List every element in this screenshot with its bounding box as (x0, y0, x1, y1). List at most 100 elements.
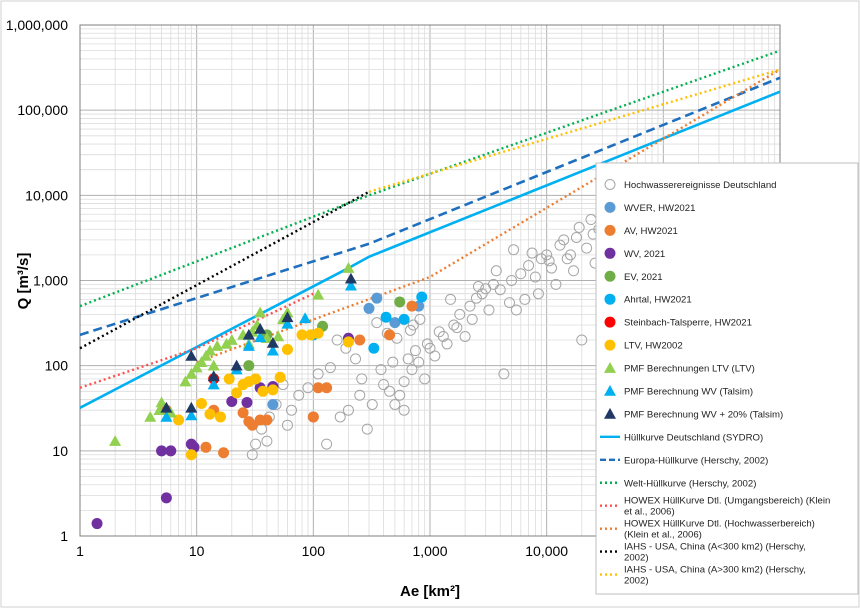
point-ltv-hw2002 (250, 373, 262, 385)
y-tick-label: 1 (60, 528, 68, 544)
point-hochwasserereignisse-deutschland (472, 281, 484, 293)
point-wver-hw2021 (371, 292, 383, 304)
point-ltv-hw2002 (257, 385, 269, 397)
point-pmf-berechnungen-ltv-ltv (190, 361, 203, 373)
point-hochwasserereignisse-deutschland (561, 253, 573, 265)
legend-label: IAHS - USA, China (A<300 km2) (Herschy, (624, 542, 806, 553)
point-av-hw2021 (200, 441, 212, 453)
point-pmf-berechnung-wv-talsim (281, 317, 294, 329)
point-ltv-hw2002 (185, 449, 197, 461)
y-tick-label: 10,000 (25, 187, 68, 203)
point-hochwasserereignisse-deutschland (366, 398, 378, 410)
point-pmf-berechnungen-ltv-ltv (185, 367, 198, 379)
point-ltv-hw2002 (281, 343, 293, 355)
point-av-hw2021 (354, 334, 366, 346)
point-hochwasserereignisse-deutschland (545, 262, 557, 274)
point-pmf-berechnungen-ltv-ltv (203, 344, 216, 356)
point-hochwasserereignisse-deutschland (529, 271, 541, 283)
point-hochwasserereignisse-deutschland (490, 265, 502, 277)
point-ahrtal-hw2021 (368, 342, 380, 354)
point-hochwasserereignisse-deutschland (324, 362, 336, 374)
point-pmf-berechnung-wv-20-talsim (160, 401, 173, 413)
point-hochwasserereignisse-deutschland (503, 297, 515, 309)
point-hochwasserereignisse-deutschland (573, 221, 585, 233)
point-ltv-hw2002 (223, 373, 235, 385)
point-hochwasserereignisse-deutschland (250, 438, 262, 450)
y-tick-label: 100 (45, 358, 69, 374)
point-hochwasserereignisse-deutschland (406, 364, 418, 376)
point-ltv-hw2002 (231, 387, 243, 399)
point-pmf-berechnung-wv-20-talsim (266, 336, 279, 348)
line-h-llkurve-deutschland-sydro (79, 90, 781, 409)
point-hochwasserereignisse-deutschland (498, 368, 510, 380)
point-hochwasserereignisse-deutschland (281, 419, 293, 431)
point-av-hw2021 (218, 447, 230, 459)
legend-label: AV, HW2021 (624, 226, 678, 237)
point-hochwasserereignisse-deutschland (419, 373, 431, 385)
point-av-hw2021 (384, 329, 396, 341)
point-pmf-berechnung-wv-20-talsim (242, 328, 255, 340)
point-ltv-hw2002 (267, 384, 279, 396)
legend-marker-pmf-berechnung-wv-20-talsim (604, 407, 616, 419)
point-hochwasserereignisse-deutschland (407, 319, 419, 331)
point-ltv-hw2002 (214, 411, 226, 423)
point-ev-2021 (243, 360, 255, 372)
point-hochwasserereignisse-deutschland (581, 242, 593, 254)
point-ltv-hw2002 (204, 408, 216, 420)
envelope-lines (79, 49, 781, 409)
point-hochwasserereignisse-deutschland (421, 338, 433, 350)
legend-label: (Klein et al., 2006) (624, 530, 702, 541)
point-hochwasserereignisse-deutschland (532, 288, 544, 300)
point-pmf-berechnungen-ltv-ltv (195, 356, 208, 367)
legend-label: 2002) (624, 553, 649, 564)
point-hochwasserereignisse-deutschland (387, 356, 399, 368)
point-hochwasserereignisse-deutschland (570, 231, 582, 243)
point-ahrtal-hw2021 (398, 313, 410, 325)
point-hochwasserereignisse-deutschland (334, 411, 346, 423)
point-hochwasserereignisse-deutschland (404, 324, 416, 336)
point-pmf-berechnungen-ltv-ltv (254, 306, 267, 318)
legend-marker-pmf-berechnungen-ltv-ltv (604, 362, 616, 373)
point-hochwasserereignisse-deutschland (494, 284, 506, 296)
legend-marker-ahrtal-hw2021 (604, 293, 616, 305)
point-pmf-berechnung-wv-20-talsim (185, 401, 198, 413)
point-av-hw2021 (321, 382, 333, 394)
x-tick-label: 1 (76, 543, 84, 559)
point-pmf-berechnung-wv-talsim (299, 312, 312, 324)
point-pmf-berechnungen-ltv-ltv (312, 288, 325, 300)
point-hochwasserereignisse-deutschland (331, 334, 343, 346)
point-av-hw2021 (237, 407, 249, 419)
point-hochwasserereignisse-deutschland (394, 389, 406, 401)
x-tick-label: 10,000 (525, 543, 568, 559)
point-pmf-berechnung-wv-20-talsim (230, 359, 243, 371)
legend-label: LTV, HW2002 (624, 341, 683, 352)
y-tick-label: 1,000,000 (6, 17, 68, 33)
legend-label: Welt-Hüllkurve (Herschy, 2002) (624, 478, 756, 489)
legend-label: EV, 2021 (624, 272, 663, 283)
legend-label: PMF Berechnungen LTV (LTV) (624, 364, 755, 375)
point-pmf-berechnung-wv-20-talsim (185, 349, 198, 361)
point-hochwasserereignisse-deutschland (414, 313, 426, 325)
point-av-hw2021 (261, 414, 273, 426)
point-hochwasserereignisse-deutschland (398, 376, 410, 388)
point-pmf-berechnungen-ltv-ltv (179, 375, 192, 387)
point-wver-hw2021 (267, 398, 279, 410)
point-pmf-berechnungen-ltv-ltv (109, 435, 122, 446)
point-ltv-hw2002 (296, 329, 308, 341)
y-tick-label: 10 (52, 443, 68, 459)
legend-label: Europa-Hüllkurve (Herschy, 2002) (624, 455, 768, 466)
point-pmf-berechnung-wv-talsim (242, 340, 255, 351)
point-pmf-berechnung-wv-talsim (185, 409, 198, 421)
point-hochwasserereignisse-deutschland (409, 345, 421, 357)
x-tick-label: 1,000 (412, 543, 447, 559)
legend-label: PMF Berechnung WV + 20% (Talsim) (624, 409, 783, 420)
point-wv-2021 (91, 518, 103, 530)
point-hochwasserereignisse-deutschland (526, 247, 538, 259)
point-pmf-berechnungen-ltv-ltv (155, 396, 168, 408)
x-tick-label: 10 (189, 543, 205, 559)
point-pmf-berechnungen-ltv-ltv (144, 410, 157, 422)
point-hochwasserereignisse-deutschland (550, 278, 562, 290)
point-hochwasserereignisse-deutschland (354, 389, 366, 401)
point-pmf-berechnung-wv-20-talsim (207, 370, 220, 382)
point-hochwasserereignisse-deutschland (459, 331, 471, 343)
